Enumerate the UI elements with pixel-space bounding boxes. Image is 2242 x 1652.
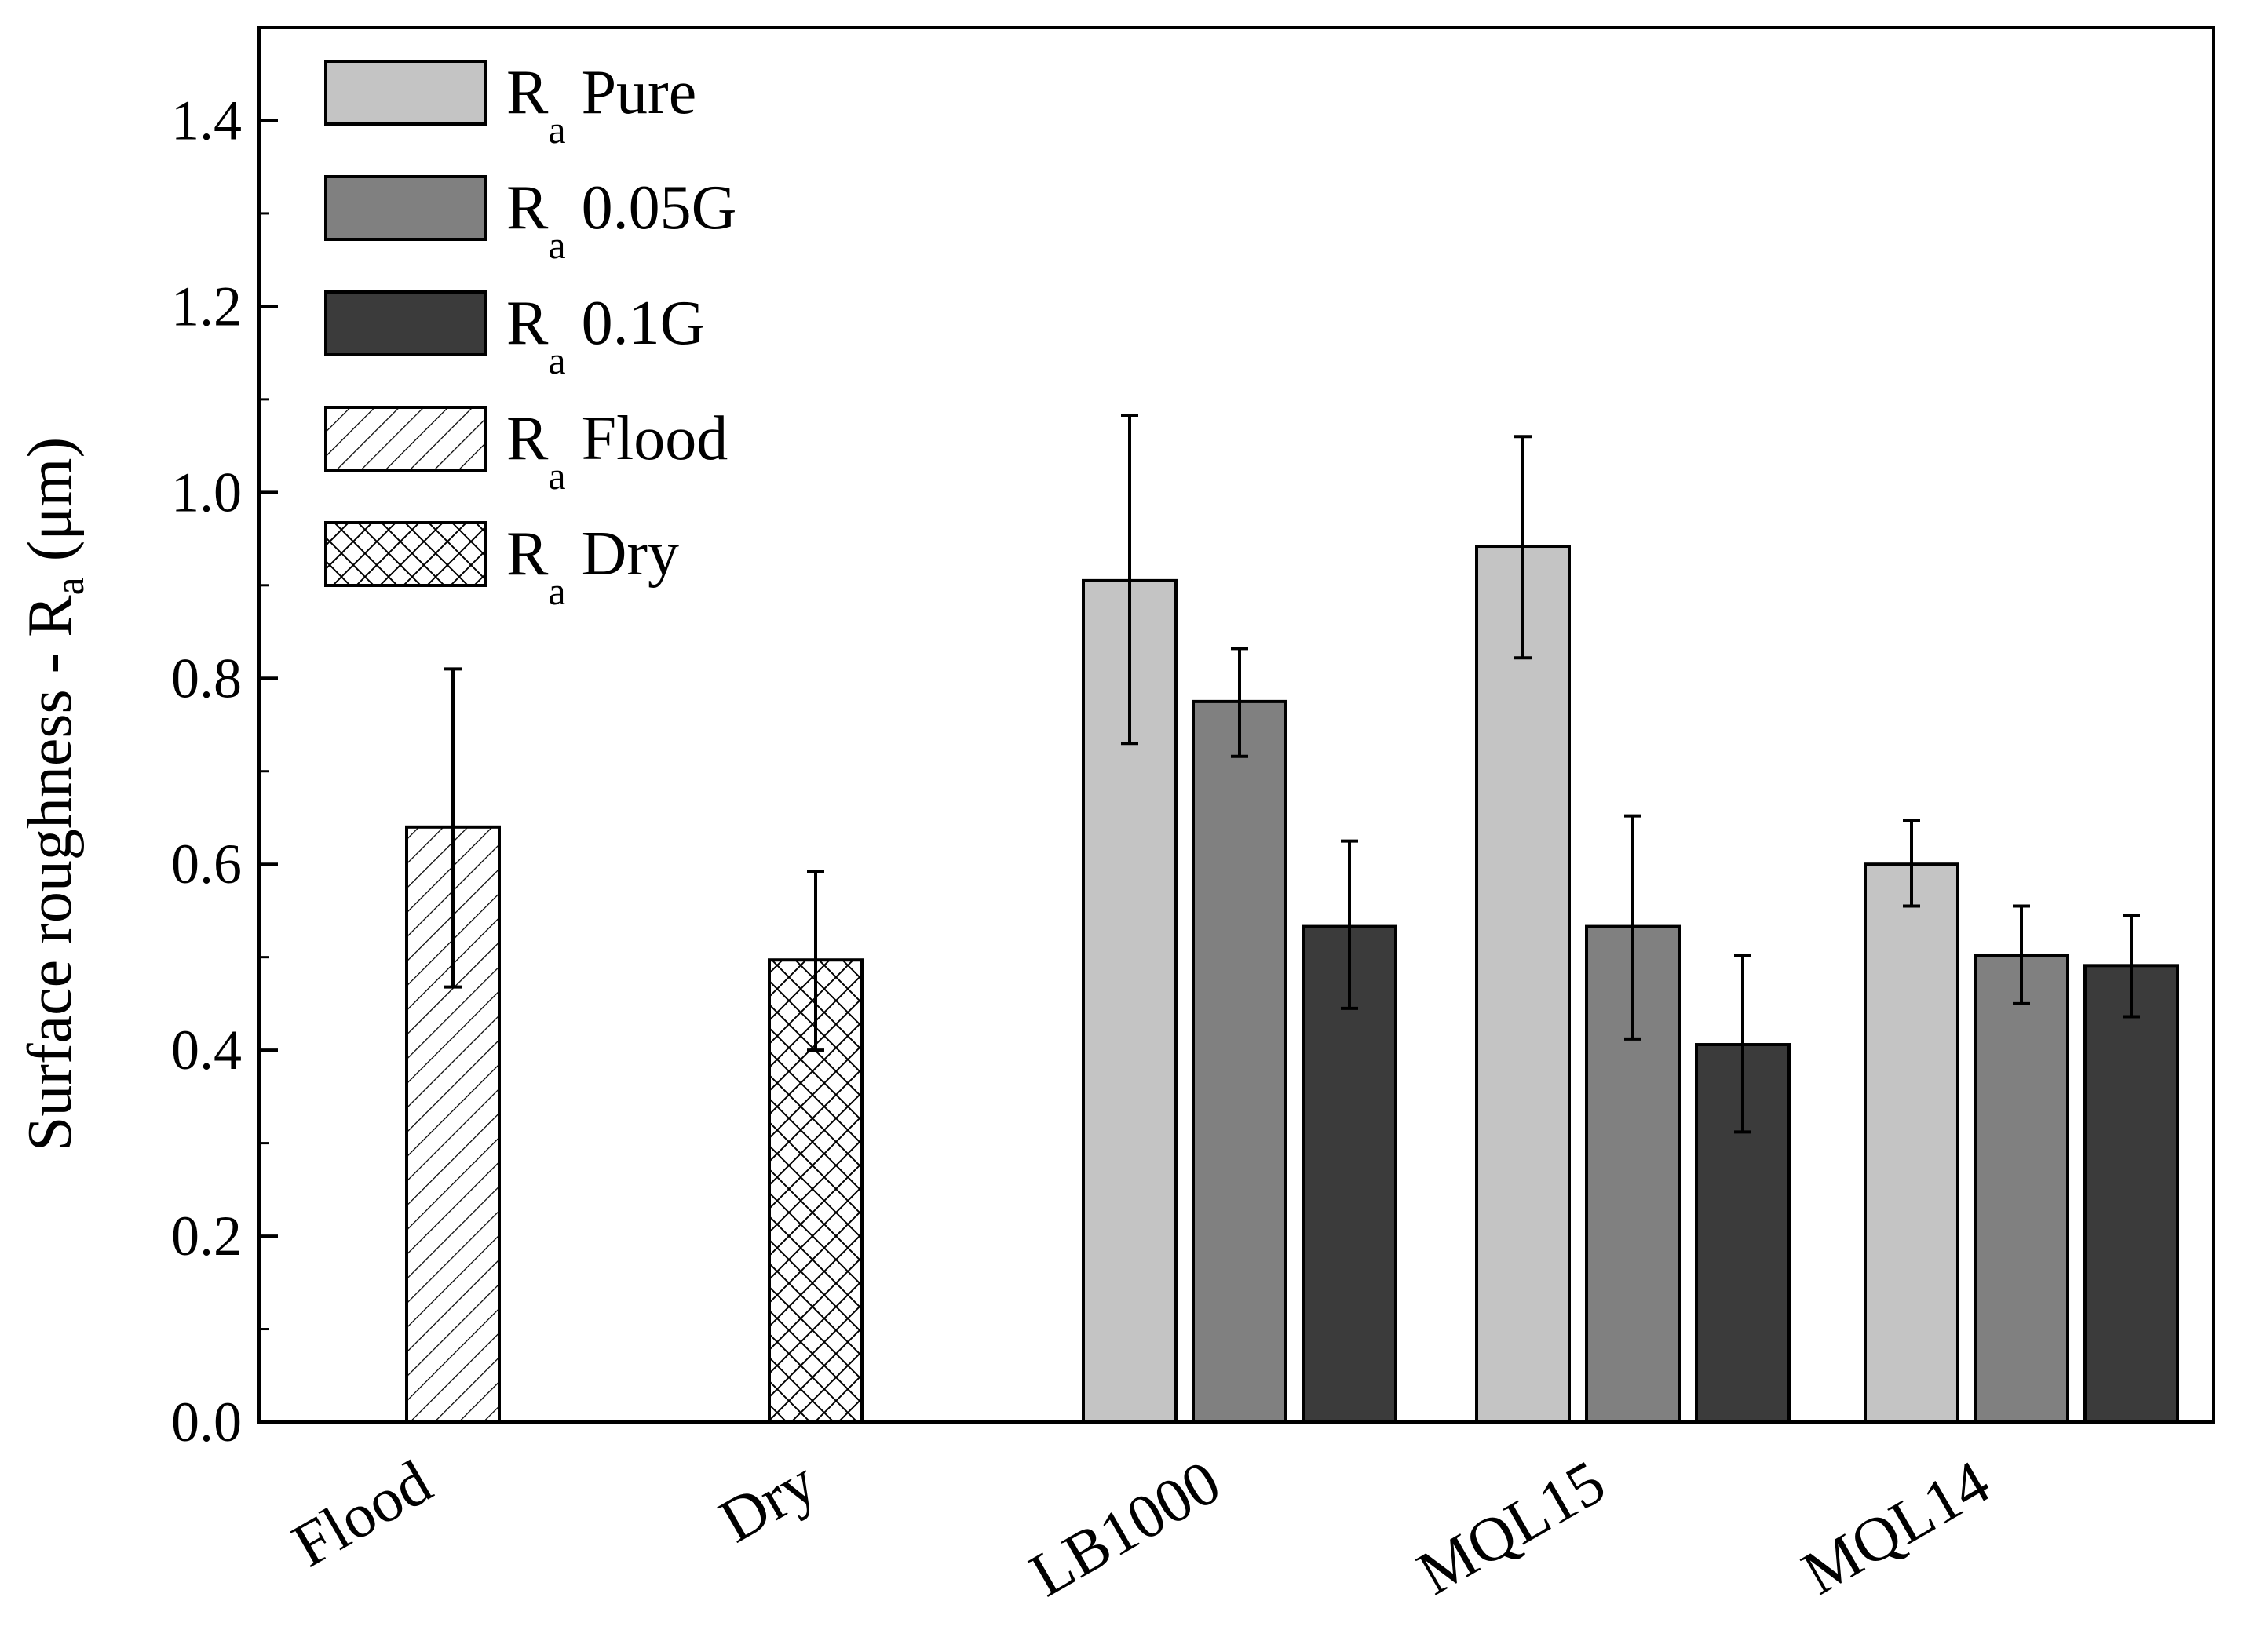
bars-group xyxy=(405,545,2179,1424)
x-tick-label-flood: Flood xyxy=(281,1447,443,1581)
legend-swatch-flood xyxy=(324,406,487,472)
y-tick-label: 1.4 xyxy=(171,89,242,151)
y-axis-title: Surface roughness - Ra (μm) xyxy=(16,437,93,1151)
bar-g005-mql14 xyxy=(1974,954,2069,1424)
x-tick-label-lb1000: LB1000 xyxy=(1019,1447,1232,1610)
y-axis-title-unit: (μm) xyxy=(16,437,85,577)
legend: Ra Pure Ra 0.05G Ra 0.1G Ra Flood Ra Dry xyxy=(324,58,736,613)
legend-swatch-g005 xyxy=(324,175,487,241)
legend-label-pure: Ra Pure xyxy=(506,58,696,151)
bar-pure-mql14 xyxy=(1864,862,1959,1424)
x-tick-label-mql14: MQL14 xyxy=(1791,1447,2001,1608)
y-axis: 0.0 0.2 0.4 0.6 0.8 1.0 1.2 1.4 xyxy=(171,26,278,1453)
legend-swatch-dry xyxy=(324,521,487,587)
y-tick-label: 0.4 xyxy=(171,1019,242,1081)
error-bars-group xyxy=(444,414,2140,1134)
y-tick-label: 0.0 xyxy=(171,1391,242,1453)
legend-label-g01: Ra 0.1G xyxy=(506,289,705,382)
bar-flood-flood xyxy=(405,825,501,1424)
y-tick-label: 0.6 xyxy=(171,833,242,895)
bar-g01-mql14 xyxy=(2083,964,2179,1424)
bar-g005-lb1000 xyxy=(1192,699,1287,1424)
legend-label-flood: Ra Flood xyxy=(506,404,728,498)
legend-label-dry: Ra Dry xyxy=(506,520,679,613)
bar-pure-mql15 xyxy=(1475,545,1571,1424)
y-tick-label: 1.2 xyxy=(171,275,242,337)
y-axis-title-main: Surface roughness - R xyxy=(16,595,85,1151)
y-tick-label: 0.2 xyxy=(171,1205,242,1267)
legend-label-g005: Ra 0.05G xyxy=(506,173,736,267)
x-tick-label-mql15: MQL15 xyxy=(1407,1447,1616,1608)
legend-swatch-pure xyxy=(324,60,487,126)
legend-swatch-g01 xyxy=(324,290,487,356)
y-tick-label: 1.0 xyxy=(171,461,242,523)
y-tick-label: 0.8 xyxy=(171,647,242,709)
y-axis-title-sub: a xyxy=(48,577,93,595)
x-tick-label-dry: Dry xyxy=(708,1447,827,1555)
x-axis-labels: Flood Dry LB1000 MQL15 MQL14 xyxy=(281,1447,2001,1610)
bar-g005-mql15 xyxy=(1585,924,1681,1424)
